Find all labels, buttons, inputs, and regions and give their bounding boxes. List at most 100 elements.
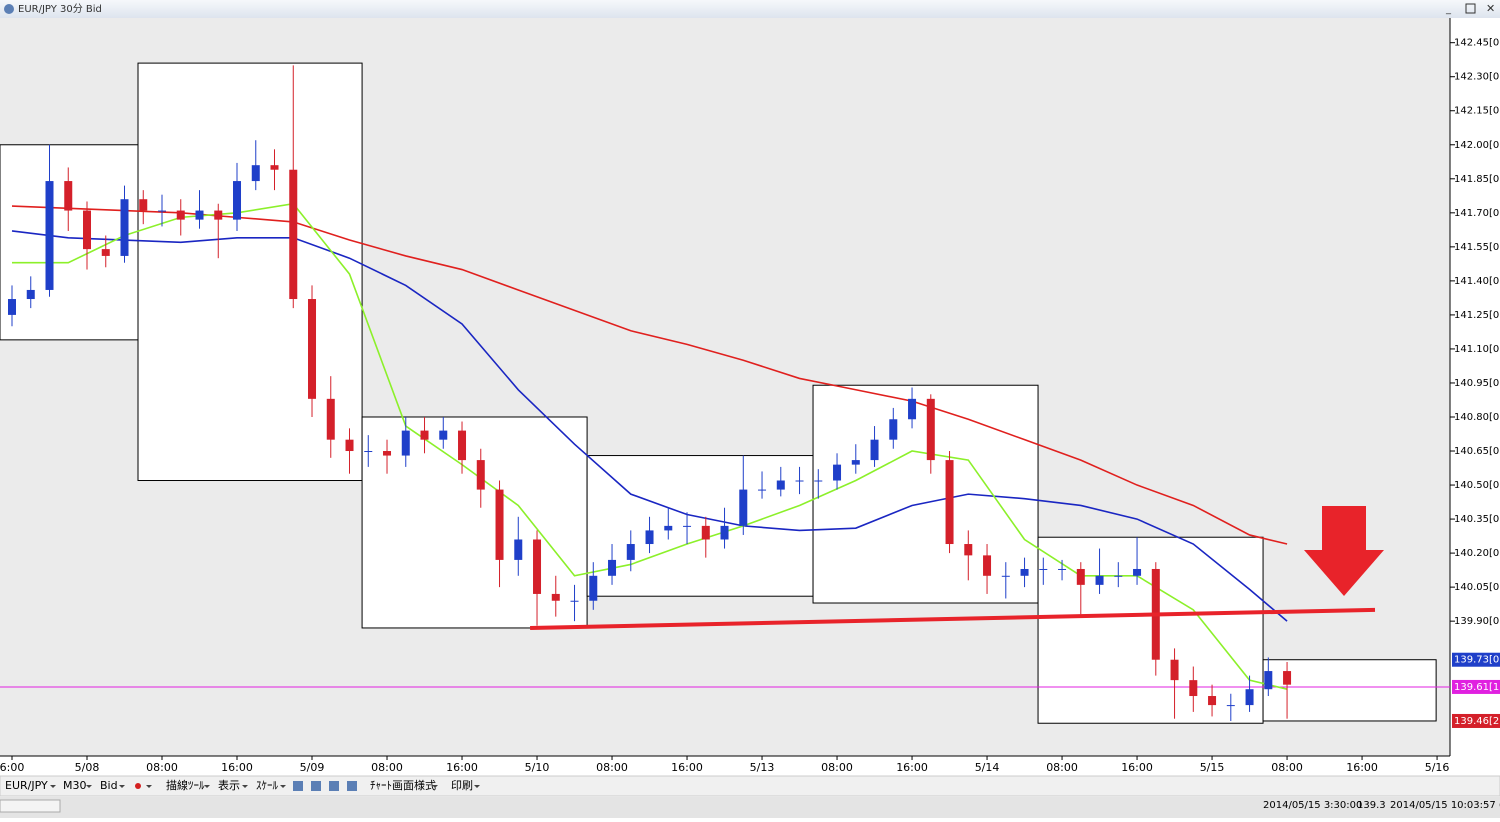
candle-body xyxy=(945,460,954,545)
candle-body xyxy=(664,525,673,531)
window-title: EUR/JPY 30分 Bid xyxy=(18,3,102,15)
range-box xyxy=(361,416,588,629)
candle-body xyxy=(889,419,898,440)
price-tag-label: 139.73[0] xyxy=(1454,655,1500,666)
y-tick-label: 142.45[0] xyxy=(1454,38,1500,49)
print-menu[interactable]: 印刷 xyxy=(451,779,473,792)
scale-menu[interactable]: ｽｹｰﾙ xyxy=(256,779,278,792)
zoom-icon[interactable] xyxy=(347,781,357,791)
candle-body xyxy=(1189,680,1198,697)
restore-button[interactable] xyxy=(1465,3,1476,14)
candle-body xyxy=(626,544,635,560)
time-axis xyxy=(0,756,1500,776)
y-tick-label: 142.00[0] xyxy=(1454,140,1500,151)
candle-body xyxy=(45,181,54,290)
candle-body xyxy=(1114,575,1123,577)
candle-body xyxy=(1283,671,1292,685)
close-button[interactable]: ✕ xyxy=(1486,2,1495,15)
y-tick-label: 140.65[0] xyxy=(1454,446,1500,457)
candle-body xyxy=(1264,671,1273,690)
drawing-tools-menu[interactable]: 描線ﾂｰﾙ xyxy=(166,778,205,792)
candle-body xyxy=(158,210,167,212)
x-tick-label: 16:00 xyxy=(221,761,253,774)
moving-average xyxy=(12,202,1288,690)
x-tick-label: 5/10 xyxy=(525,761,550,774)
candle-body xyxy=(1170,659,1179,681)
candle-body xyxy=(795,480,804,482)
range-box xyxy=(1037,536,1264,724)
candle-body xyxy=(364,451,373,453)
x-tick-label: 08:00 xyxy=(821,761,853,774)
candle-body xyxy=(983,555,992,576)
y-tick-label: 140.20[0] xyxy=(1454,548,1500,559)
candle-body xyxy=(833,464,842,481)
y-tick-label: 141.10[0] xyxy=(1454,344,1500,355)
view-menu[interactable]: 表示 xyxy=(218,778,240,792)
support-trendline xyxy=(530,607,1376,630)
dropdown-arrow xyxy=(432,785,438,788)
candle-body xyxy=(645,530,654,545)
x-tick-label: 5/14 xyxy=(975,761,1000,774)
candle-body xyxy=(233,181,242,220)
range-box xyxy=(586,455,814,597)
candle-body xyxy=(8,299,17,315)
y-tick-label: 140.35[0] xyxy=(1454,514,1500,525)
y-tick-label: 139.90[0] xyxy=(1454,616,1500,627)
timeframe-menu[interactable]: M30 xyxy=(63,779,87,792)
zoom-icon[interactable] xyxy=(311,781,321,791)
candle-body xyxy=(776,480,785,490)
zoom-icon[interactable] xyxy=(329,781,339,791)
y-tick-label: 141.25[0] xyxy=(1454,310,1500,321)
candle-body xyxy=(1226,705,1235,707)
candle-body xyxy=(514,539,523,560)
price-tag xyxy=(1452,679,1500,694)
dropdown-arrows xyxy=(50,785,480,788)
candle-body xyxy=(401,430,410,456)
x-tick-label: 5/16 xyxy=(1425,761,1450,774)
dropdown-arrow xyxy=(474,785,480,788)
candle-body xyxy=(720,525,729,540)
price-axis xyxy=(1450,18,1500,756)
moving-average xyxy=(11,205,1288,545)
price-type-menu[interactable]: Bid xyxy=(100,779,118,792)
y-tick-label: 142.30[0] xyxy=(1454,72,1500,83)
zoom-icon[interactable] xyxy=(293,781,303,791)
app-icon xyxy=(4,4,14,14)
price-tag-label: 139.61[1] xyxy=(1454,682,1500,693)
zoom-icons xyxy=(293,781,357,791)
candle-body xyxy=(1058,568,1067,570)
minimize-button[interactable]: _ xyxy=(1445,4,1452,15)
candle-body xyxy=(495,489,504,560)
price-tag xyxy=(1452,713,1500,728)
scrollbar[interactable] xyxy=(0,799,61,813)
chart-style-menu[interactable]: ﾁｬｰﾄ画面様式 xyxy=(370,778,436,792)
candle-body xyxy=(608,559,617,576)
candle-body xyxy=(476,460,485,490)
candle-body xyxy=(851,460,860,465)
candle-body xyxy=(701,525,710,540)
candle-body xyxy=(383,451,392,456)
symbol-menu[interactable]: EUR/JPY xyxy=(5,779,48,792)
candle-body xyxy=(214,210,223,220)
candle-body xyxy=(683,525,692,527)
y-tick-label: 140.95[0] xyxy=(1454,378,1500,389)
candle-body xyxy=(345,439,354,452)
candle-body xyxy=(270,165,279,170)
x-tick-label: 16:00 xyxy=(446,761,478,774)
candle-body xyxy=(739,489,748,526)
candle-body xyxy=(26,289,35,300)
candle-body xyxy=(251,165,260,182)
candle-body xyxy=(195,210,204,220)
y-tick-label: 140.50[0] xyxy=(1454,480,1500,491)
candle-body xyxy=(1020,568,1029,576)
dropdown-arrow xyxy=(146,785,152,788)
color-icon[interactable] xyxy=(135,783,141,789)
candle-body xyxy=(420,430,429,440)
price-tag xyxy=(1452,652,1500,667)
price-tag-label: 139.46[2] xyxy=(1454,716,1500,727)
plot xyxy=(0,62,1450,724)
x-tick-label: 08:00 xyxy=(146,761,178,774)
status-time: 2014/05/15 3:30:00 xyxy=(1263,800,1362,811)
